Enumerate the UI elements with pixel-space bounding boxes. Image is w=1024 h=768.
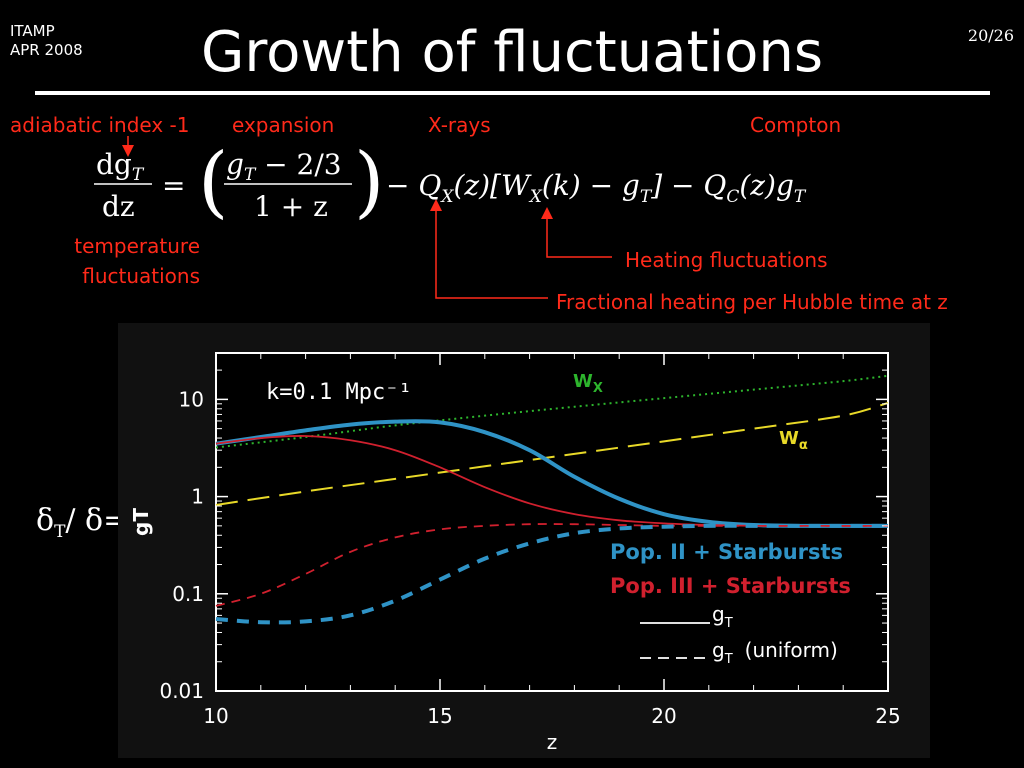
eq-equals: = (162, 169, 185, 202)
org-label: ITAMP (10, 22, 55, 40)
x-tick-label: 15 (427, 704, 452, 728)
equation-svg: dgT dz = ( gT − 2/3 1 + z ) − QX(z)[WX(k… (94, 137, 807, 227)
x-tick-label: 20 (651, 704, 676, 728)
label-compton: Compton (750, 113, 842, 137)
arrow-heating (541, 207, 612, 258)
header-info: ITAMP APR 2008 (10, 22, 83, 60)
title-divider (35, 91, 990, 95)
y-tick-label: 1 (191, 485, 204, 509)
label-adiabatic: adiabatic index -1 (10, 113, 190, 137)
eq-lhs-num: dgT (96, 148, 145, 185)
series-line-popII-uniform (215, 523, 888, 625)
legend-pop-iii: Pop. III + Starbursts (610, 574, 851, 598)
label-xrays: X-rays (428, 113, 491, 137)
eq-frac-num: gT − 2/3 (226, 148, 342, 185)
date-label: APR 2008 (10, 41, 83, 59)
x-axis-label: z (547, 730, 558, 754)
legend-pop-ii: Pop. II + Starbursts (610, 540, 843, 564)
growth-equation: dgT dz = ( gT − 2/3 1 + z ) − QX(z)[WX(k… (90, 137, 890, 233)
eq-frac-den: 1 + z (254, 190, 328, 223)
x-tick-label: 10 (203, 704, 228, 728)
label-expansion: expansion (232, 113, 335, 137)
y-tick-label: 0.1 (172, 582, 204, 606)
plot-area (215, 352, 889, 692)
eq-paren-close: ) (354, 138, 384, 227)
chart-annotation-k: k=0.1 Mpc⁻¹ (266, 380, 412, 405)
eq-paren-open: ( (198, 138, 228, 227)
arrow-fractional (430, 199, 548, 299)
label-heating-fluctuations: Heating fluctuations (625, 248, 828, 272)
y-tick-label: 0.01 (159, 679, 204, 703)
y-axis-label: gT (129, 508, 153, 536)
label-temperature-fluctuations: temperature fluctuations (40, 231, 200, 291)
series-line-popIII-uniform (215, 523, 888, 607)
label-fractional-heating: Fractional heating per Hubble time at z (556, 290, 948, 314)
label-temperature-line1: temperature (74, 234, 200, 258)
label-temperature-line2: fluctuations (82, 264, 200, 288)
series-line-walpha (215, 401, 889, 506)
eq-lhs-den: dz (102, 190, 135, 223)
page-number: 20/26 (967, 26, 1014, 45)
annotation-arrows (122, 136, 612, 299)
chart-panel: 10 15 20 25 0.01 0.1 1 10 k=0.1 Mpc⁻¹ WX Wα Pop. II… (118, 323, 930, 758)
page-title: Growth of fluctuations (200, 20, 824, 85)
y-tick-label: 10 (179, 387, 204, 411)
y-axis-side-label: δT/ δ= (36, 503, 129, 542)
series-line-wx (215, 374, 889, 449)
eq-rest: − QX(z)[WX(k) − gT] − QC(z)gT (386, 169, 807, 207)
x-tick-label: 25 (875, 704, 900, 728)
